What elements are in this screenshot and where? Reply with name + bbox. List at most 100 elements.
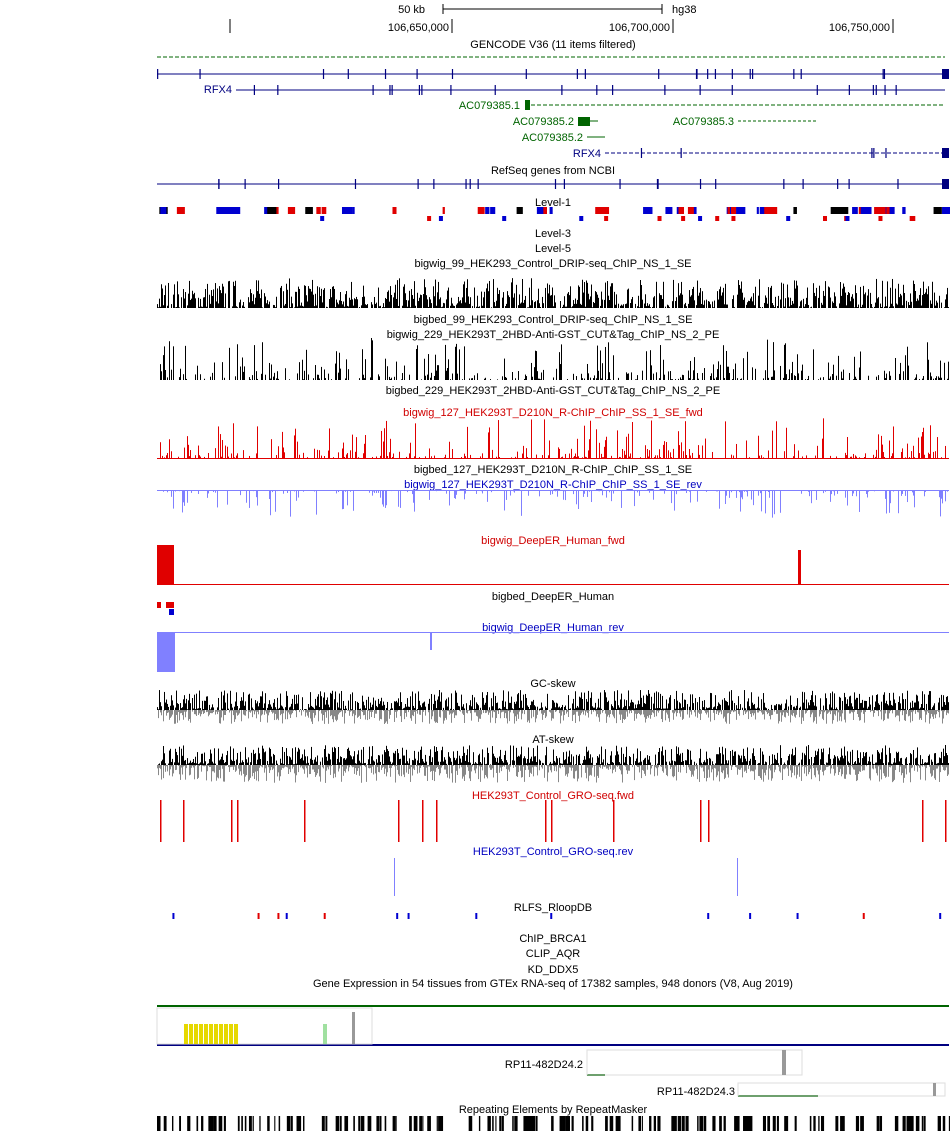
track-label[interactable]: bigwig_DeepER_Human_fwd (481, 535, 625, 547)
signal-decoration (407, 761, 408, 765)
gene-label[interactable]: AC079385.2 (513, 116, 574, 128)
track-label[interactable]: bigbed_229_HEK293T_2HBD-Anti-GST_CUT&Tag… (386, 385, 720, 397)
signal-decoration (385, 752, 386, 765)
signal-decoration (322, 69, 325, 79)
signal-decoration (701, 765, 702, 768)
signal-decoration (317, 286, 318, 308)
signal-decoration (649, 710, 650, 716)
signal-decoration (365, 304, 366, 308)
gene-label[interactable]: RP11-482D24.2 (505, 1059, 583, 1071)
track-label[interactable]: bigwig_127_HEK293T_D210N_R-ChIP_ChIP_SS_… (403, 407, 703, 419)
signal-decoration (233, 710, 234, 716)
signal-decoration (746, 761, 747, 765)
signal-decoration (816, 287, 817, 308)
track-label[interactable]: KD_DDX5 (528, 964, 579, 976)
signal-decoration (595, 710, 596, 712)
signal-decoration (428, 710, 429, 713)
track-label[interactable]: HEK293T_Control_GRO-seq.fwd (472, 790, 634, 802)
signal-decoration (491, 490, 492, 493)
track-label[interactable]: bigwig_127_HEK293T_D210N_R-ChIP_ChIP_SS_… (404, 479, 702, 491)
signal-decoration (217, 288, 218, 308)
signal-decoration (707, 69, 709, 79)
track-label[interactable]: AT-skew (532, 734, 573, 746)
track-label[interactable]: Repeating Elements by RepeatMasker (459, 1104, 648, 1116)
signal-decoration (593, 378, 594, 380)
signal-decoration (479, 753, 480, 765)
track-label[interactable]: bigbed_127_HEK293T_D210N_R-ChIP_ChIP_SS_… (414, 464, 692, 476)
signal-decoration (195, 298, 196, 308)
signal-decoration (309, 710, 310, 712)
track-label[interactable]: RefSeq genes from NCBI (491, 165, 615, 177)
track-label[interactable]: bigwig_229_HEK293T_2HBD-Anti-GST_CUT&Tag… (387, 329, 720, 341)
track-label[interactable]: Gene Expression in 54 tissues from GTEx … (313, 978, 793, 990)
signal-decoration (801, 300, 802, 308)
signal-decoration (822, 438, 823, 458)
signal-decoration (422, 1116, 424, 1131)
gene-label[interactable]: AC079385.3 (673, 116, 734, 128)
track-label[interactable]: RLFS_RloopDB (514, 902, 592, 914)
signal-decoration (757, 764, 758, 765)
signal-decoration (183, 800, 185, 842)
signal-decoration (167, 765, 168, 772)
track-label[interactable]: CLIP_AQR (526, 948, 580, 960)
signal-decoration (821, 748, 822, 765)
track-label[interactable]: GC-skew (530, 678, 575, 690)
signal-decoration (437, 699, 438, 710)
gene-label[interactable]: RFX4 (573, 148, 601, 160)
signal-decoration (557, 758, 558, 765)
signal-decoration (603, 765, 604, 767)
signal-decoration (943, 765, 944, 770)
signal-decoration (626, 710, 627, 712)
signal-decoration (217, 765, 218, 778)
signal-decoration (725, 710, 726, 722)
signal-decoration (662, 695, 663, 710)
signal-decoration (610, 710, 611, 714)
signal-decoration (801, 490, 802, 494)
signal-decoration (856, 378, 857, 380)
signal-decoration (626, 436, 627, 458)
signal-decoration (605, 692, 606, 710)
track-label[interactable]: HEK293T_Control_GRO-seq.rev (473, 846, 634, 858)
signal-decoration (293, 765, 294, 767)
signal-decoration (718, 702, 719, 710)
track-label[interactable]: bigbed_99_HEK293_Control_DRIP-seq_ChIP_N… (414, 314, 693, 326)
track-label[interactable]: Level-3 (535, 228, 571, 240)
signal-decoration (844, 692, 845, 710)
signal-decoration (850, 751, 851, 765)
signal-decoration (506, 708, 507, 710)
signal-decoration (678, 378, 679, 380)
gene-label[interactable]: RP11-482D24.3 (657, 1086, 735, 1098)
signal-decoration (440, 297, 441, 308)
signal-decoration (728, 710, 729, 713)
signal-decoration (171, 304, 172, 308)
signal-decoration (895, 710, 896, 718)
track-label[interactable]: bigwig_DeepER_Human_rev (482, 622, 624, 634)
track-label[interactable]: Level-5 (535, 243, 571, 255)
gene-label[interactable]: AC079385.2 (522, 132, 583, 144)
signal-decoration (888, 765, 889, 777)
signal-decoration (205, 288, 206, 308)
signal-decoration (785, 710, 786, 718)
track-label[interactable]: GENCODE V36 (11 items filtered) (470, 39, 635, 51)
signal-decoration (833, 364, 834, 380)
track-label[interactable]: bigbed_DeepER_Human (492, 591, 614, 603)
signal-decoration (314, 710, 315, 718)
signal-decoration (639, 762, 640, 765)
signal-decoration (189, 456, 190, 458)
signal-decoration (157, 490, 949, 491)
signal-decoration (182, 710, 183, 716)
track-label[interactable]: ChIP_BRCA1 (519, 933, 586, 945)
signal-decoration (665, 306, 666, 308)
signal-decoration (594, 375, 595, 380)
signal-decoration (455, 490, 456, 499)
signal-decoration (532, 765, 533, 768)
signal-decoration (446, 370, 447, 380)
gene-label[interactable]: RFX4 (204, 84, 232, 96)
signal-decoration (524, 756, 525, 765)
track-label[interactable]: Level-1 (535, 197, 571, 209)
track-label[interactable]: bigwig_99_HEK293_Control_DRIP-seq_ChIP_N… (415, 258, 692, 270)
signal-decoration (327, 697, 328, 710)
signal-decoration (738, 765, 739, 770)
gene-label[interactable]: AC079385.1 (459, 100, 520, 112)
signal-decoration (530, 305, 531, 308)
